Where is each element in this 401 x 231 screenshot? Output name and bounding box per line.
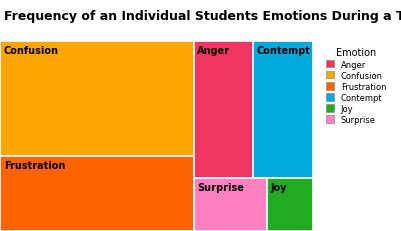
Bar [194,42,253,179]
Bar [194,179,267,231]
Bar [0,42,194,157]
Text: Confusion: Confusion [4,45,59,55]
Legend: Anger, Confusion, Frustration, Contempt, Joy, Surprise: Anger, Confusion, Frustration, Contempt,… [323,46,389,127]
Text: Surprise: Surprise [197,182,244,192]
Text: Joy: Joy [271,182,288,192]
Text: Frequency of an Individual Students Emotions During a Task: Frequency of an Individual Students Emot… [4,10,401,23]
Text: Anger: Anger [197,45,230,55]
Bar [0,157,194,231]
Text: Contempt: Contempt [257,45,311,55]
Bar [267,179,313,231]
Bar [253,42,313,179]
Text: Frustration: Frustration [4,160,65,170]
